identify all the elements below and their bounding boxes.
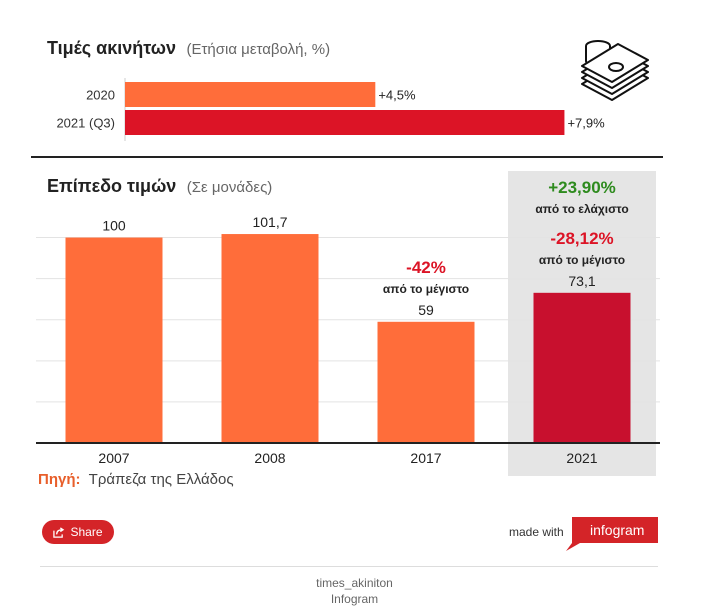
chart2-annotation-text: από το μέγιστο: [539, 253, 625, 267]
chart2-annotation-value: -42%: [406, 258, 446, 277]
chart1-category-label: 2020: [86, 88, 115, 103]
chart1-subtitle: (Ετήσια μεταβολή, %): [186, 41, 331, 58]
infogram-brand[interactable]: infogram: [590, 522, 645, 538]
infogram-badge[interactable]: [566, 517, 658, 551]
footer-account[interactable]: times_akiniton: [316, 576, 393, 590]
chart2-annotation-text: από το μέγιστο: [383, 282, 469, 296]
section-divider: [31, 156, 663, 158]
chart1-bar: [125, 110, 565, 135]
chart2-bar: [221, 234, 319, 443]
share-icon: [53, 526, 65, 538]
share-label: Share: [70, 525, 103, 539]
footer-divider: [40, 566, 658, 567]
chart2-data-label: 100: [102, 218, 126, 234]
chart1-header: Τιμές ακινήτων (Ετήσια μεταβολή, %): [47, 38, 330, 59]
chart1-data-label: +7,9%: [567, 116, 605, 131]
chart2-data-label: 59: [418, 302, 434, 318]
chart1-bar: [125, 82, 376, 107]
chart2-annotation-value: +23,90%: [548, 178, 616, 197]
chart1-category-label: 2021 (Q3): [56, 116, 115, 131]
chart2-data-label: 73,1: [568, 273, 595, 289]
chart2-category-label: 2021: [566, 450, 597, 466]
chart2-title: Επίπεδο τιμών: [47, 176, 177, 196]
chart2-category-label: 2008: [254, 450, 285, 466]
chart2-bar: [533, 292, 631, 443]
chart2-annotation-text: από το ελάχιστο: [535, 202, 628, 216]
footer-platform: Infogram: [330, 592, 379, 606]
chart2-data-label: 101,7: [252, 214, 287, 230]
chart1-data-label: +4,5%: [378, 88, 416, 103]
chart2-subtitle: (Σε μονάδες): [186, 179, 273, 196]
share-button[interactable]: Share: [42, 520, 114, 544]
money-stack-icon: [578, 38, 652, 109]
chart2-category-label: 2017: [410, 450, 441, 466]
chart1-title: Τιμές ακινήτων: [47, 38, 177, 58]
chart2-category-label: 2007: [98, 450, 129, 466]
source-note: Πηγή: Τράπεζα της Ελλάδος: [38, 471, 234, 488]
chart2-bar: [65, 237, 163, 443]
source-text: Τράπεζα της Ελλάδος: [88, 471, 234, 488]
chart2-bar: [377, 321, 475, 443]
source-label: Πηγή:: [38, 471, 81, 488]
made-with-text: made with: [509, 525, 564, 539]
chart2-annotation-value: -28,12%: [550, 229, 613, 248]
chart2-header: Επίπεδο τιμών (Σε μονάδες): [47, 176, 272, 197]
